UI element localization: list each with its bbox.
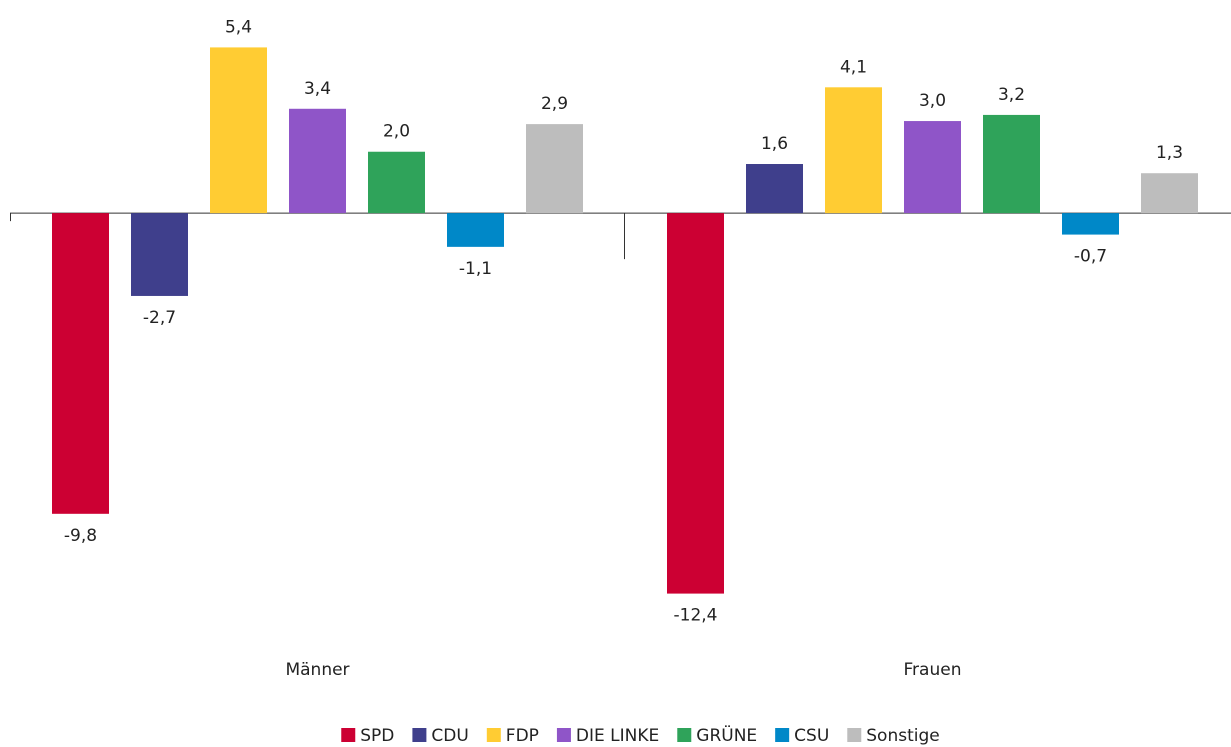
x-tick-label: Männer [285, 660, 349, 680]
bar [983, 114, 1040, 214]
data-label: 2,9 [541, 94, 568, 114]
bar [368, 151, 425, 214]
data-label: 3,4 [304, 79, 331, 99]
bar [904, 121, 961, 214]
legend-swatch [486, 728, 501, 742]
data-label: 4,1 [840, 57, 867, 77]
bar [210, 47, 267, 214]
bar [526, 124, 583, 214]
bar [1141, 173, 1198, 214]
bar [289, 108, 346, 214]
legend-label: DIE LINKE [576, 726, 659, 746]
bar [52, 213, 109, 514]
data-label: 3,0 [919, 91, 946, 111]
legend-swatch [556, 728, 571, 742]
legend-label: CDU [431, 726, 468, 746]
legend-swatch [412, 728, 427, 742]
data-label: 1,6 [761, 134, 788, 154]
bar [746, 164, 803, 214]
bar [447, 213, 504, 247]
legend-swatch [847, 728, 862, 742]
x-tick-label: Frauen [904, 660, 962, 680]
data-label: 3,2 [998, 85, 1025, 105]
legend-label: GRÜNE [696, 724, 757, 746]
data-label: -9,8 [64, 526, 97, 546]
legend-label: CSU [794, 726, 829, 746]
data-label: 2,0 [383, 122, 410, 142]
data-label: -1,1 [459, 259, 492, 279]
data-label: -12,4 [674, 606, 718, 626]
legend-swatch [341, 728, 356, 742]
data-label: 5,4 [225, 17, 252, 37]
bar [825, 87, 882, 214]
legend-label: FDP [506, 726, 539, 746]
bar [1062, 213, 1119, 235]
legend-swatch [677, 728, 692, 742]
legend-label: Sonstige [866, 726, 939, 746]
data-label: 1,3 [1156, 143, 1183, 163]
data-label: -2,7 [143, 308, 176, 328]
legend-swatch [775, 728, 790, 742]
bar [667, 213, 724, 594]
data-label: -0,7 [1074, 247, 1107, 267]
legend-label: SPD [360, 726, 394, 746]
bar [131, 213, 188, 296]
